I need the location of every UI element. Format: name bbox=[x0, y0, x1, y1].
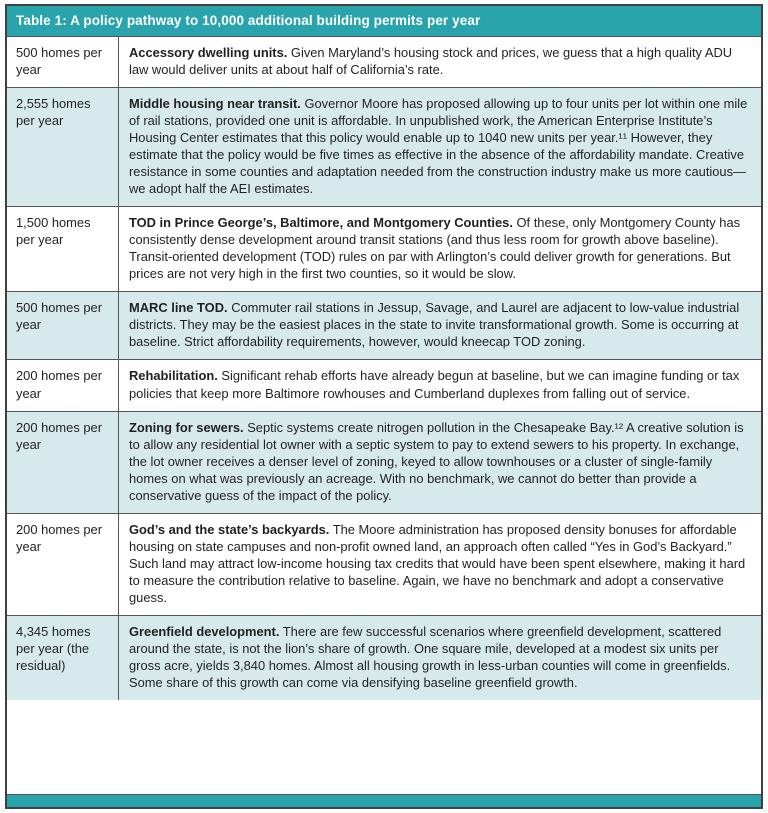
homes-per-year-cell: 1,500 homes per year bbox=[7, 207, 119, 292]
policy-table: Table 1: A policy pathway to 10,000 addi… bbox=[5, 4, 763, 809]
table-row: 4,345 homes per year (the residual) Gree… bbox=[7, 614, 761, 700]
homes-per-year-cell: 200 homes per year bbox=[7, 411, 119, 513]
homes-per-year-value: 2,555 homes per year bbox=[16, 96, 91, 129]
policy-body: There are few successful scenarios where… bbox=[129, 623, 731, 690]
policy-cell: TOD in Prince George’s, Baltimore, and M… bbox=[119, 207, 761, 291]
homes-per-year-value: 200 homes per year bbox=[16, 368, 102, 401]
homes-per-year-cell: 2,555 homes per year bbox=[7, 88, 119, 207]
table-bottom-bar bbox=[7, 794, 761, 807]
table-title: Table 1: A policy pathway to 10,000 addi… bbox=[16, 13, 481, 28]
table-row: 500 homes per year MARC line TOD. Commut… bbox=[7, 291, 761, 360]
table-row: 2,555 homes per year Middle housing near… bbox=[7, 87, 761, 207]
policy-cell: God’s and the state’s backyards. The Moo… bbox=[119, 514, 761, 615]
table-row: 200 homes per year God’s and the state’s… bbox=[7, 512, 761, 615]
homes-per-year-value: 4,345 homes per year (the residual) bbox=[16, 623, 91, 673]
table-row: 200 homes per year Rehabilitation. Signi… bbox=[7, 359, 761, 411]
policy-title: Rehabilitation. bbox=[129, 368, 218, 384]
policy-body: Given Maryland’s housing stock and price… bbox=[129, 45, 733, 78]
policy-body: Governor Moore has proposed allowing up … bbox=[129, 96, 748, 197]
homes-per-year-cell: 200 homes per year bbox=[7, 513, 119, 615]
homes-per-year-cell: 500 homes per year bbox=[7, 37, 119, 88]
policy-title: Middle housing near transit. bbox=[129, 96, 301, 112]
policy-title: Greenfield development. bbox=[129, 623, 280, 639]
policy-body: Commuter rail stations in Jessup, Savage… bbox=[129, 300, 740, 350]
table-row: 500 homes per year Accessory dwelling un… bbox=[7, 36, 761, 88]
homes-per-year-cell: 200 homes per year bbox=[7, 360, 119, 411]
policy-body: Septic systems create nitrogen pollution… bbox=[129, 419, 744, 503]
policy-body: Significant rehab efforts have already b… bbox=[129, 368, 740, 401]
homes-per-year-cell: 4,345 homes per year (the residual) bbox=[7, 615, 119, 700]
policy-body: The Moore administration has proposed de… bbox=[129, 521, 746, 605]
policy-title: Zoning for sewers. bbox=[129, 419, 244, 435]
policy-title: Accessory dwelling units. bbox=[129, 45, 288, 60]
homes-per-year-value: 1,500 homes per year bbox=[16, 215, 91, 248]
homes-per-year-value: 500 homes per year bbox=[16, 300, 102, 333]
policy-body: Of these, only Montgomery County has con… bbox=[129, 215, 741, 282]
homes-per-year-value: 200 homes per year bbox=[16, 419, 102, 452]
policy-cell: Middle housing near transit. Governor Mo… bbox=[119, 88, 761, 206]
policy-cell: Greenfield development. There are few su… bbox=[119, 616, 761, 700]
homes-per-year-value: 200 homes per year bbox=[16, 521, 102, 554]
policy-title: God’s and the state’s backyards. bbox=[129, 521, 330, 537]
table-rows: 500 homes per year Accessory dwelling un… bbox=[7, 36, 761, 794]
table-row: 200 homes per year Zoning for sewers. Se… bbox=[7, 410, 761, 513]
policy-title: TOD in Prince George’s, Baltimore, and M… bbox=[129, 215, 513, 231]
table-row: 1,500 homes per year TOD in Prince Georg… bbox=[7, 206, 761, 292]
homes-per-year-value: 500 homes per year bbox=[16, 45, 102, 78]
table-title-bar: Table 1: A policy pathway to 10,000 addi… bbox=[7, 6, 761, 36]
homes-per-year-cell: 500 homes per year bbox=[7, 292, 119, 360]
policy-cell: Zoning for sewers. Septic systems create… bbox=[119, 412, 761, 513]
policy-cell: MARC line TOD. Commuter rail stations in… bbox=[119, 292, 761, 359]
policy-title: MARC line TOD. bbox=[129, 300, 228, 316]
policy-cell: Accessory dwelling units. Given Maryland… bbox=[119, 37, 761, 87]
policy-cell: Rehabilitation. Significant rehab effort… bbox=[119, 360, 761, 410]
